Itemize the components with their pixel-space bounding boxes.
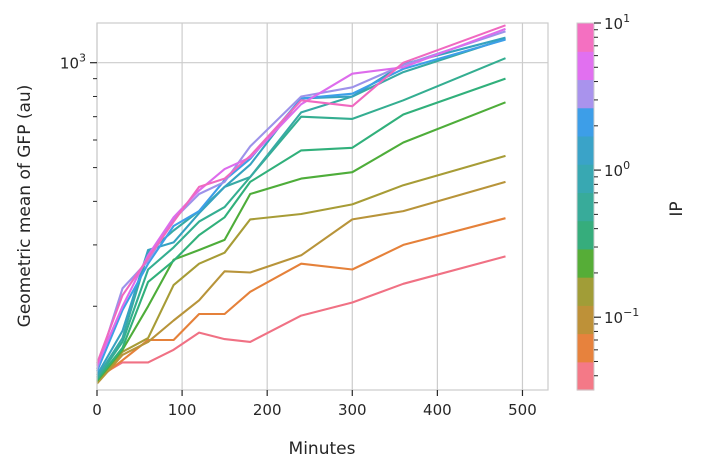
series-line-4	[96, 154, 506, 383]
series-line-1	[96, 255, 506, 379]
colorbar-segment	[577, 333, 594, 363]
x-tick-label: 0	[92, 401, 102, 419]
colorbar-segment	[577, 51, 594, 81]
y-axis-label: Geometric mean of GFP (au)	[15, 85, 35, 328]
series-lines	[95, 24, 506, 385]
series-line-7	[96, 57, 506, 380]
colorbar-segment	[577, 248, 594, 278]
colorbar-segment	[577, 135, 594, 165]
series-line-5	[96, 101, 506, 382]
plot-frame	[96, 22, 549, 391]
series-line-8	[96, 37, 506, 378]
series-line-13	[96, 24, 506, 364]
y-tick-label: 103	[60, 52, 86, 73]
colorbar-segment	[577, 79, 594, 109]
colorbar-segment	[577, 192, 594, 222]
x-tick-label: 300	[338, 401, 367, 419]
x-axis-label: Minutes	[289, 439, 356, 459]
series-line-9	[96, 36, 506, 376]
x-axis: 0 100 200 300 400 500	[92, 390, 537, 419]
colorbar-tick-label-exponent: 0	[623, 159, 630, 172]
colorbar-segment	[577, 164, 594, 193]
colorbar-segment	[577, 220, 594, 250]
colorbar-frame	[576, 22, 595, 391]
y-axis: 103	[60, 52, 97, 307]
colorbar-tick-label: 100	[604, 159, 630, 180]
colorbar-tick-label: 10−1	[604, 306, 639, 327]
series-line-6	[96, 77, 506, 381]
colorbar-tick-label-exponent: −1	[623, 306, 639, 319]
colorbar-tick-label: 101	[604, 12, 630, 33]
y-tick-label-exponent: 3	[79, 52, 86, 65]
x-tick-label: 500	[508, 401, 537, 419]
x-tick-label: 200	[253, 401, 282, 419]
series-line-3	[96, 180, 506, 385]
x-tick-label: 400	[423, 401, 452, 419]
colorbar-segment	[577, 277, 594, 306]
colorbar-segment	[577, 305, 594, 335]
series-line-10	[96, 38, 506, 372]
x-tick-label: 100	[168, 401, 197, 419]
colorbar-segment	[577, 107, 594, 137]
colorbar-tick-label-exponent: 1	[623, 12, 630, 25]
colorbar-segment	[577, 361, 594, 391]
colorbar-label: IP	[667, 201, 687, 216]
gridlines	[96, 23, 548, 390]
colorbar-segment	[577, 23, 594, 52]
